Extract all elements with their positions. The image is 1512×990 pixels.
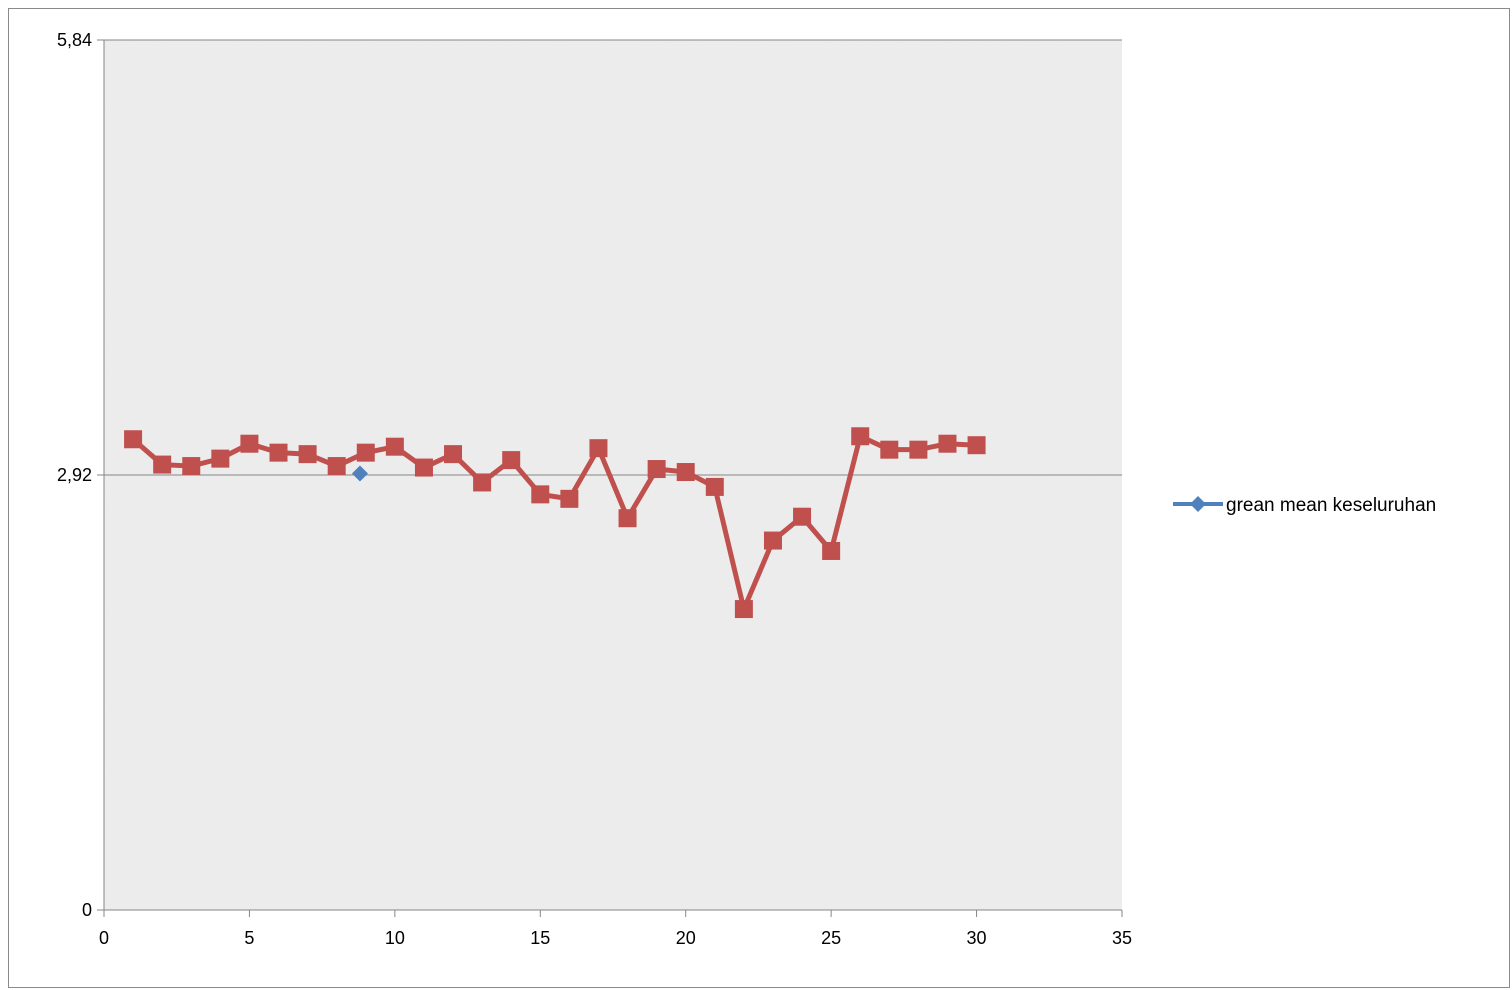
series-1-point-29 xyxy=(967,436,986,455)
x-tick-label-1: 5 xyxy=(244,928,254,948)
series-1-point-24 xyxy=(822,541,841,560)
series-1-point-22 xyxy=(763,531,782,550)
y-tick-label-2: 5,84 xyxy=(57,30,92,50)
series-1-point-13 xyxy=(502,451,521,470)
series-1-point-2 xyxy=(182,457,201,476)
x-tick-label-0: 0 xyxy=(99,928,109,948)
series-1-point-19 xyxy=(676,463,695,482)
series-1-point-0 xyxy=(124,430,143,449)
series-1-point-6 xyxy=(298,445,317,464)
gridlines xyxy=(104,39,1122,476)
series-1-point-17 xyxy=(618,509,637,528)
series-1-point-5 xyxy=(269,443,288,462)
y-tick-label-0: 0 xyxy=(82,900,92,920)
x-tick-label-6: 30 xyxy=(967,928,987,948)
x-axis-ticks: 0 5 10 15 20 25 30 35 xyxy=(99,910,1132,948)
series-0-point-0 xyxy=(351,465,368,482)
series-1-point-1 xyxy=(153,455,172,474)
series-1-point-27 xyxy=(909,440,928,459)
series-1-point-14 xyxy=(531,485,550,504)
x-tick-label-7: 35 xyxy=(1112,928,1132,948)
series-1-point-11 xyxy=(444,445,463,464)
series-1-point-12 xyxy=(473,473,492,492)
series-1-point-25 xyxy=(851,427,870,446)
series-1-point-15 xyxy=(560,489,579,508)
chart-svg: 0 5 10 15 20 25 30 35 0 2,92 5,84 grean mean kese… xyxy=(57,30,1436,948)
legend: grean mean keseluruhan xyxy=(1173,495,1436,516)
series-1-point-28 xyxy=(938,434,957,453)
series-1-point-23 xyxy=(793,507,812,526)
y-axis-ticks: 0 2,92 5,84 xyxy=(57,30,104,920)
y-tick-label-1: 2,92 xyxy=(57,465,92,485)
x-tick-label-4: 20 xyxy=(676,928,696,948)
series-1-point-4 xyxy=(240,434,259,453)
series-1-point-9 xyxy=(385,437,404,456)
series-1-point-8 xyxy=(356,443,375,462)
series-1 xyxy=(124,427,986,619)
series-0 xyxy=(351,465,368,482)
series-layer xyxy=(124,427,986,619)
series-1-point-26 xyxy=(880,440,899,459)
series-1-point-7 xyxy=(327,457,346,476)
series-1-point-3 xyxy=(211,449,230,468)
x-tick-label-3: 15 xyxy=(530,928,550,948)
x-tick-label-5: 25 xyxy=(821,928,841,948)
series-1-point-16 xyxy=(589,439,608,458)
series-1-point-20 xyxy=(705,477,724,496)
series-1-point-18 xyxy=(647,460,666,479)
series-1-point-10 xyxy=(414,458,433,477)
legend-marker-diamond xyxy=(1190,496,1206,512)
legend-label: grean mean keseluruhan xyxy=(1226,495,1436,516)
chart-frame: 0 5 10 15 20 25 30 35 0 2,92 5,84 grean mean kese… xyxy=(8,8,1510,988)
x-tick-label-2: 10 xyxy=(385,928,405,948)
series-1-point-21 xyxy=(734,600,753,619)
